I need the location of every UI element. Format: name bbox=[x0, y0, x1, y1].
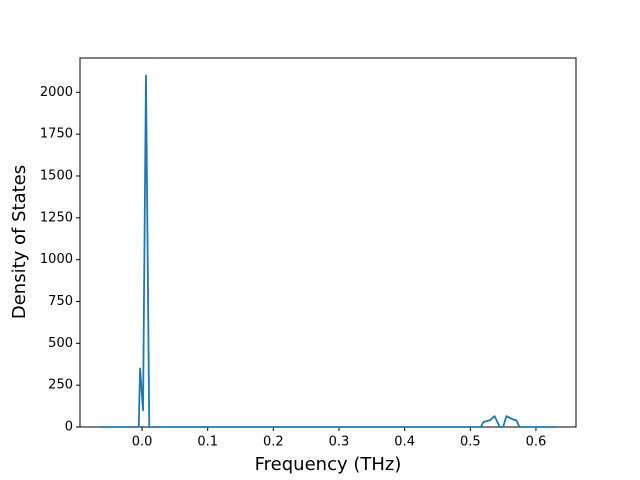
x-tick-label: 0.0 bbox=[132, 435, 153, 450]
x-tick-label: 0.1 bbox=[197, 435, 218, 450]
y-tick-label: 0 bbox=[65, 420, 73, 435]
plot-frame bbox=[79, 57, 577, 428]
y-axis-label: Density of States bbox=[9, 165, 30, 319]
x-tick-label: 0.4 bbox=[394, 435, 415, 450]
x-axis-label: Frequency (THz) bbox=[255, 454, 402, 475]
y-tick-label: 500 bbox=[48, 336, 73, 351]
y-tick-label: 2000 bbox=[40, 85, 73, 100]
y-tick-label: 1750 bbox=[40, 127, 73, 142]
x-tick-label: 0.3 bbox=[329, 435, 350, 450]
y-tick-label: 1000 bbox=[40, 252, 73, 267]
y-tick-label: 750 bbox=[48, 294, 73, 309]
data-line bbox=[101, 74, 556, 428]
y-tick-label: 1250 bbox=[40, 210, 73, 225]
x-tick-label: 0.2 bbox=[263, 435, 284, 450]
y-tick-label: 1500 bbox=[40, 168, 73, 183]
x-tick-label: 0.6 bbox=[526, 435, 547, 450]
x-tick-label: 0.5 bbox=[460, 435, 481, 450]
y-tick-label: 250 bbox=[48, 378, 73, 393]
